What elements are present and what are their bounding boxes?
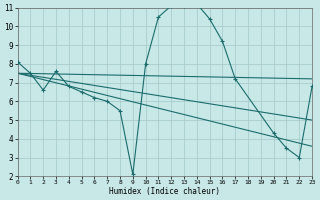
X-axis label: Humidex (Indice chaleur): Humidex (Indice chaleur) xyxy=(109,187,220,196)
